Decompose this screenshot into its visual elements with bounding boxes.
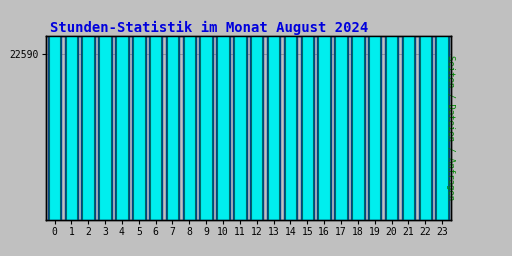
Bar — [183, 0, 196, 220]
Bar — [166, 0, 179, 220]
Bar — [216, 0, 230, 220]
Bar — [317, 0, 331, 220]
Bar — [334, 0, 348, 220]
Bar — [301, 0, 314, 220]
Bar — [368, 0, 381, 220]
Bar — [149, 0, 162, 220]
Bar — [351, 0, 365, 220]
Bar — [81, 0, 95, 220]
Bar — [435, 0, 449, 220]
Bar — [115, 0, 129, 220]
Bar — [98, 0, 112, 220]
Bar — [385, 0, 398, 220]
Bar — [418, 0, 432, 220]
Bar — [48, 0, 61, 220]
Bar — [200, 0, 213, 220]
Bar — [284, 0, 297, 220]
Bar — [65, 0, 78, 220]
Y-axis label: Seiten / Dateien / Anfragen: Seiten / Dateien / Anfragen — [446, 56, 455, 200]
Bar — [402, 0, 415, 220]
Bar — [250, 0, 264, 220]
Bar — [267, 0, 281, 220]
Bar — [233, 0, 247, 220]
Bar — [132, 0, 145, 220]
Text: Stunden-Statistik im Monat August 2024: Stunden-Statistik im Monat August 2024 — [50, 20, 368, 35]
